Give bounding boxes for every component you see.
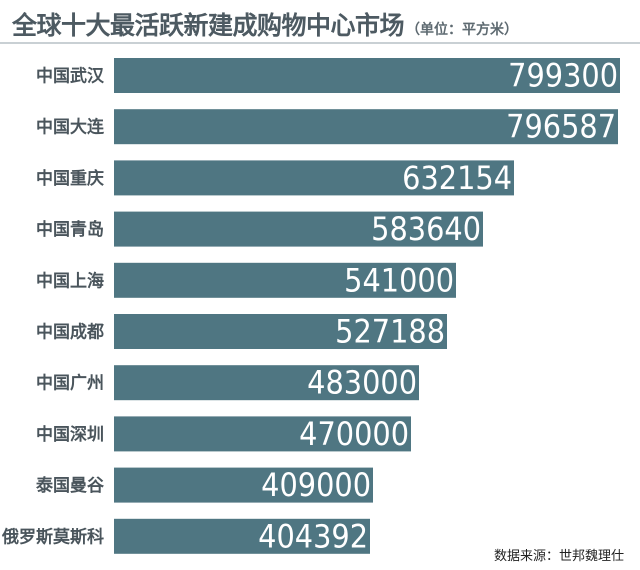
bar-6 <box>114 314 447 349</box>
category-label-4: 中国青岛 <box>36 219 104 240</box>
value-label-1: 799300 <box>508 57 618 95</box>
value-label-6: 527188 <box>335 313 445 351</box>
title-divider <box>0 42 640 44</box>
data-source: 数据来源：世邦魏理仕 <box>493 549 624 564</box>
chart-unit: （单位：平方米） <box>406 22 519 38</box>
value-label-7: 483000 <box>307 364 417 402</box>
chart-title: 全球十大最活跃新建成购物中心市场 <box>12 11 405 40</box>
category-label-10: 俄罗斯莫斯科 <box>1 526 104 547</box>
category-label-1: 中国武汉 <box>36 66 105 87</box>
category-label-5: 中国上海 <box>36 270 104 291</box>
category-label-7: 中国广州 <box>36 373 104 394</box>
value-label-10: 404392 <box>258 517 368 554</box>
chart-title-row: 全球十大最活跃新建成购物中心市场 （单位：平方米） <box>12 6 632 40</box>
category-label-9: 泰国曼谷 <box>36 475 105 496</box>
bar-9 <box>114 467 373 503</box>
bar-5 <box>114 262 456 298</box>
bar-3 <box>114 160 514 196</box>
bar-chart: 中国武汉 799300 中国大连 796587 中国重庆 632154 中国青岛 583640… <box>1 57 620 554</box>
value-label-8: 470000 <box>299 415 409 453</box>
value-label-2: 796587 <box>506 108 616 146</box>
bar-2 <box>114 109 618 145</box>
category-label-2: 中国大连 <box>36 117 105 138</box>
value-label-3: 632154 <box>402 159 512 197</box>
value-label-9: 409000 <box>261 466 371 504</box>
bar-10 <box>114 518 370 554</box>
value-label-4: 583640 <box>371 210 481 248</box>
bar-1 <box>114 58 620 93</box>
category-label-3: 中国重庆 <box>36 168 104 189</box>
bar-8 <box>114 416 411 452</box>
bar-4 <box>114 211 483 247</box>
category-label-8: 中国深圳 <box>36 424 104 445</box>
bar-7 <box>114 365 419 401</box>
value-label-5: 541000 <box>344 261 454 299</box>
category-label-6: 中国成都 <box>36 322 104 343</box>
